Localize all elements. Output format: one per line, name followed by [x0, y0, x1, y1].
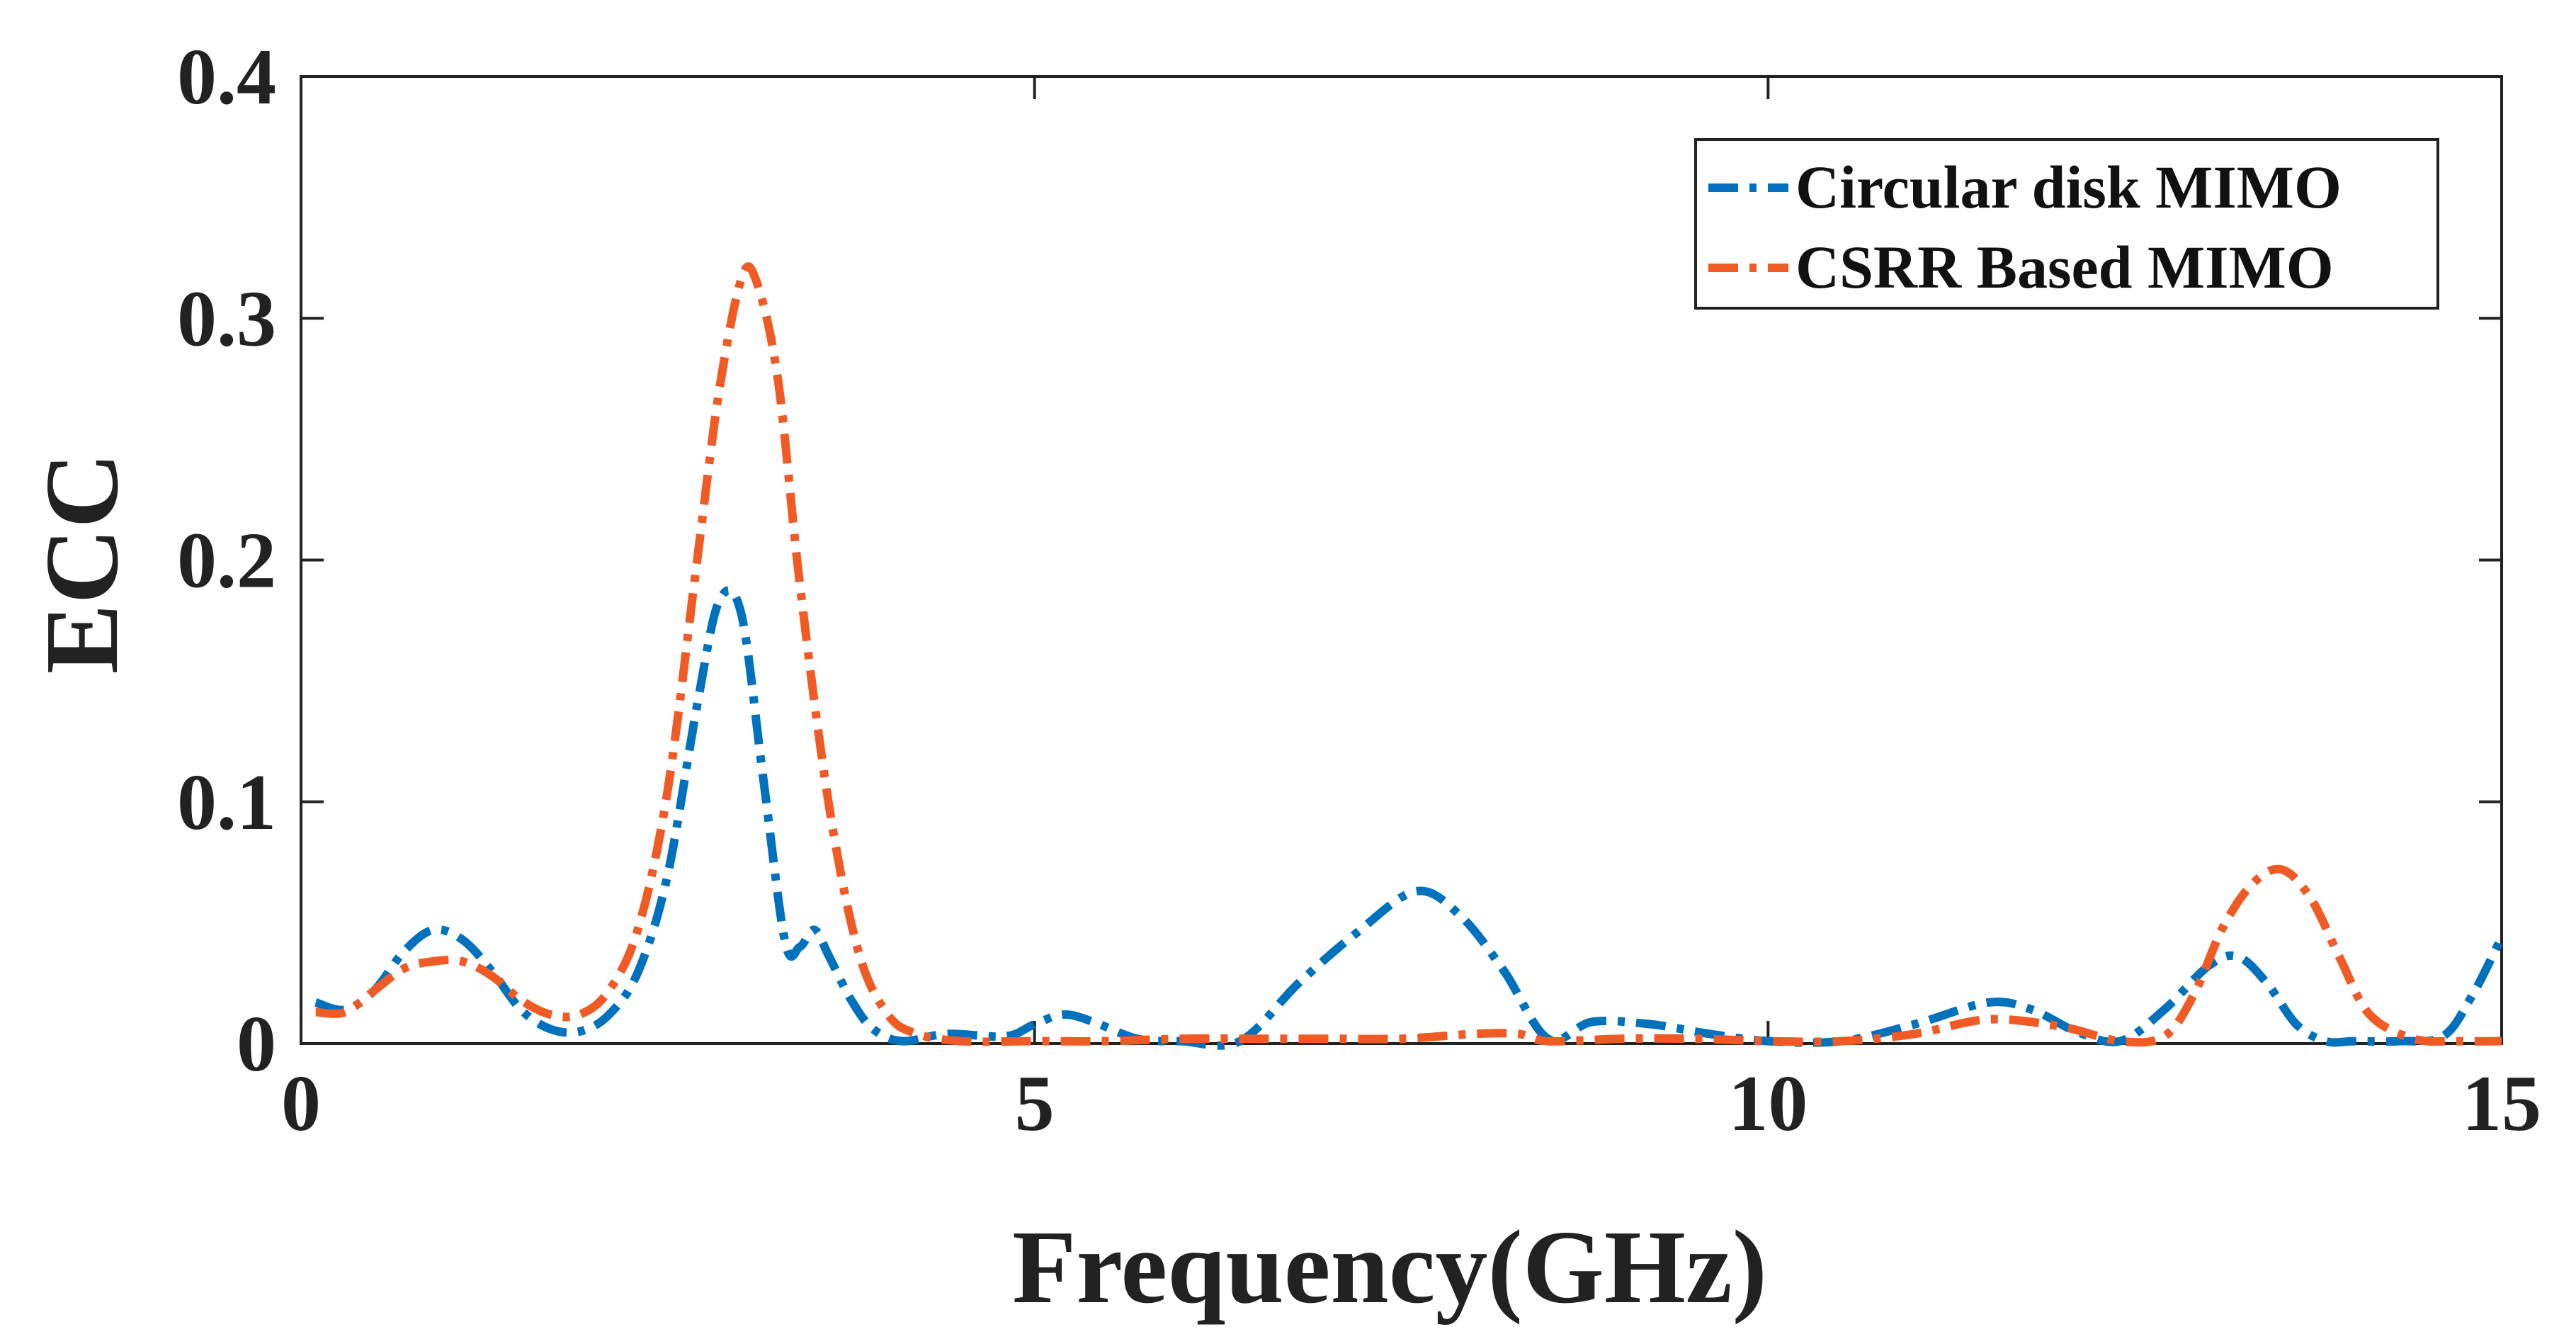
- y-tick-label: 0.2: [177, 517, 276, 605]
- legend-box: [1694, 138, 2439, 310]
- x-tick-label: 10: [1728, 1060, 1808, 1148]
- series-line-csrr-based-mimo: [315, 262, 2502, 1047]
- legend: Circular disk MIMO CSRR Based MIMO: [1694, 138, 2439, 310]
- x-tick-label: 15: [2462, 1060, 2541, 1148]
- y-tick-label: 0.3: [177, 275, 276, 363]
- legend-label-circular-disk: Circular disk MIMO: [1795, 153, 2342, 221]
- series-layer: [314, 262, 2506, 1050]
- tick-labels: 0 5 10 15 0 0.1 0.2 0.3 0.4: [177, 33, 2541, 1148]
- y-tick-label: 0.1: [177, 759, 276, 847]
- y-axis-title: ECC: [24, 453, 140, 674]
- y-tick-label: 0: [237, 1000, 276, 1088]
- x-tick-label: 0: [281, 1060, 321, 1148]
- x-axis-title: Frequency(GHz): [1012, 1209, 1767, 1326]
- x-tick-label: 5: [1015, 1060, 1055, 1148]
- legend-label-csrr: CSRR Based MIMO: [1795, 233, 2334, 301]
- y-tick-label: 0.4: [177, 33, 276, 121]
